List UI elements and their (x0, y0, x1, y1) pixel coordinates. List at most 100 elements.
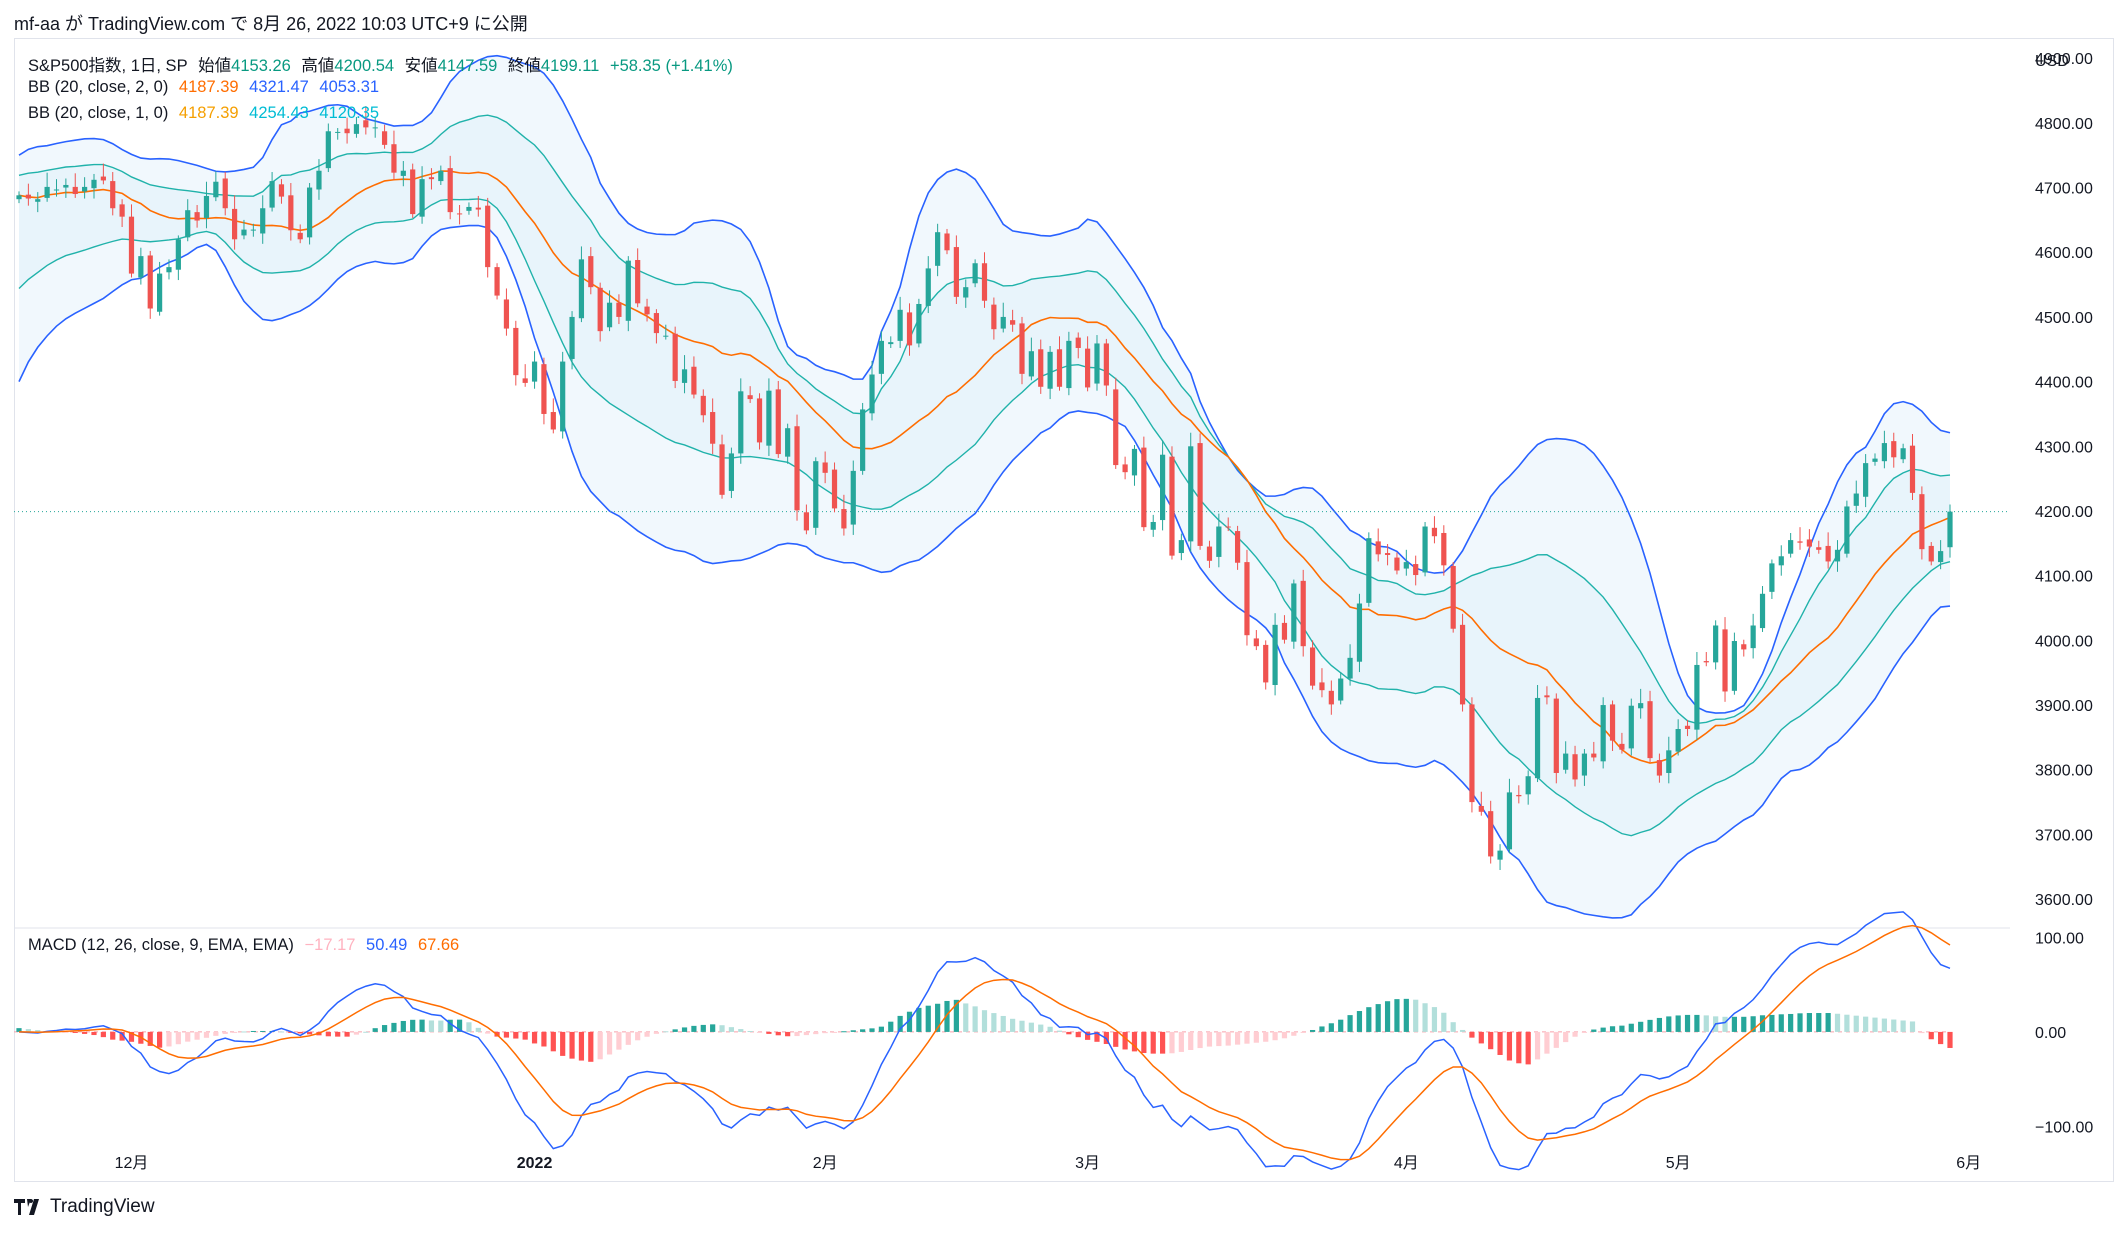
price-tick-label: 4300.00 (2035, 439, 2093, 456)
macd-hist-bar (63, 1031, 69, 1033)
candle-body (681, 369, 688, 383)
macd-hist-bar (1488, 1031, 1494, 1050)
candle-body (419, 179, 425, 217)
bb2-upper-line (18, 54, 1951, 714)
time-tick-label: 4月 (1394, 1155, 1419, 1172)
legend-bb1-label: BB (20, close, 1, 0) (28, 104, 169, 122)
candle-body (466, 206, 472, 211)
macd-hist-bar (1844, 1014, 1850, 1032)
candle-body (550, 412, 556, 430)
macd-hist-bar (672, 1029, 678, 1032)
macd-hist-bar (813, 1031, 819, 1035)
macd-hist-bar (1019, 1020, 1025, 1032)
time-tick-label: 2022 (517, 1155, 553, 1172)
macd-hist-bar (428, 1020, 435, 1032)
candle-body (766, 390, 772, 446)
candle-body (316, 170, 322, 190)
macd-hist-bar (1694, 1014, 1700, 1032)
legend-macd-label: MACD (12, 26, close, 9, EMA, EMA) (28, 936, 294, 954)
macd-hist-bar (1000, 1015, 1006, 1032)
candle-body (531, 361, 538, 382)
macd-hist-bar (1197, 1031, 1203, 1049)
candle-body (63, 184, 69, 188)
macd-hist-bar (1750, 1016, 1756, 1032)
price-tick-label: 3800.00 (2035, 763, 2093, 780)
macd-hist-bar (1684, 1014, 1691, 1032)
candle-body (1666, 750, 1672, 773)
candle-body (616, 302, 622, 317)
macd-hist-bar (1563, 1031, 1569, 1043)
candle-body (1103, 343, 1109, 386)
candle-body (1684, 725, 1691, 729)
candle-body (1694, 664, 1700, 730)
macd-hist-bar (991, 1013, 997, 1032)
macd-hist-bar (1478, 1031, 1484, 1044)
macd-tick-label: 100.00 (2035, 930, 2084, 947)
macd-hist-bar (1450, 1022, 1456, 1032)
candle-body (1816, 547, 1822, 550)
candle-body (1478, 805, 1484, 812)
macd-hist-bar (1581, 1031, 1588, 1033)
legend-bb2-upper: 4321.47 (249, 78, 309, 96)
macd-hist-bar (1947, 1031, 1953, 1048)
macd-hist-bar (1309, 1029, 1316, 1032)
legend-symbol[interactable]: S&P500指数, 1日, SP (28, 57, 188, 75)
macd-signal-line (18, 924, 1951, 1161)
candle-body (147, 255, 153, 309)
macd-hist-bar (1160, 1031, 1166, 1054)
macd-hist-bar (644, 1031, 650, 1037)
macd-hist-bar (1169, 1031, 1175, 1054)
macd-hist-bar (550, 1031, 556, 1052)
macd-hist-bar (560, 1031, 566, 1056)
candle-body (447, 168, 453, 213)
candle-body (1638, 703, 1644, 709)
candle-body (44, 186, 50, 198)
macd-hist-bar (1769, 1014, 1775, 1032)
candle-body (1000, 316, 1006, 329)
candle-body (1778, 556, 1784, 566)
candle-body (1516, 794, 1522, 797)
macd-hist-bar (625, 1031, 631, 1045)
candle-body (1056, 349, 1063, 387)
candle-body (663, 335, 669, 337)
macd-hist-bar (1891, 1019, 1897, 1032)
candle-body (1028, 351, 1034, 377)
macd-hist-bar (1881, 1018, 1887, 1032)
macd-hist-bar (1544, 1031, 1550, 1054)
candle-body (1891, 441, 1897, 458)
candle-body (691, 366, 697, 395)
macd-hist-bar (513, 1031, 519, 1039)
tradingview-logo-icon[interactable] (14, 1199, 44, 1215)
macd-hist-bar (72, 1031, 78, 1033)
bb2-lower-line (18, 224, 1951, 919)
time-tick-label: 6月 (1956, 1155, 1981, 1172)
tradingview-brand[interactable]: TradingView (50, 1196, 155, 1217)
candle-body (1356, 603, 1363, 662)
macd-hist-bar (344, 1031, 350, 1037)
macd-hist-bar (391, 1022, 397, 1032)
candle-body (1947, 511, 1953, 548)
candle-body (700, 395, 706, 416)
legend-macd[interactable]: MACD (12, 26, close, 9, EMA, EMA) −17.17… (28, 936, 465, 955)
candle-body (1459, 624, 1466, 705)
macd-hist-bar (1778, 1014, 1784, 1032)
macd-hist-bar (1384, 1001, 1391, 1032)
macd-hist-bar (1600, 1027, 1606, 1032)
candle-body (344, 128, 350, 134)
macd-hist-bar (222, 1031, 228, 1034)
macd-hist-bar (194, 1031, 200, 1040)
legend-bb2[interactable]: BB (20, close, 2, 0) 4187.39 4321.47 405… (28, 78, 385, 97)
candle-body (897, 309, 903, 341)
macd-hist-bar (1938, 1031, 1944, 1045)
candle-body (91, 179, 97, 189)
legend-low: 4147.59 (437, 57, 498, 75)
candle-body (400, 170, 406, 176)
macd-hist-bar (1422, 1003, 1428, 1032)
legend-bb1[interactable]: BB (20, close, 1, 0) 4187.39 4254.43 412… (28, 104, 385, 123)
candle-body (1722, 629, 1728, 692)
macd-hist-bar (1459, 1029, 1466, 1032)
candles (16, 106, 1953, 871)
candle-body (1178, 540, 1184, 554)
candle-body (1488, 811, 1494, 857)
